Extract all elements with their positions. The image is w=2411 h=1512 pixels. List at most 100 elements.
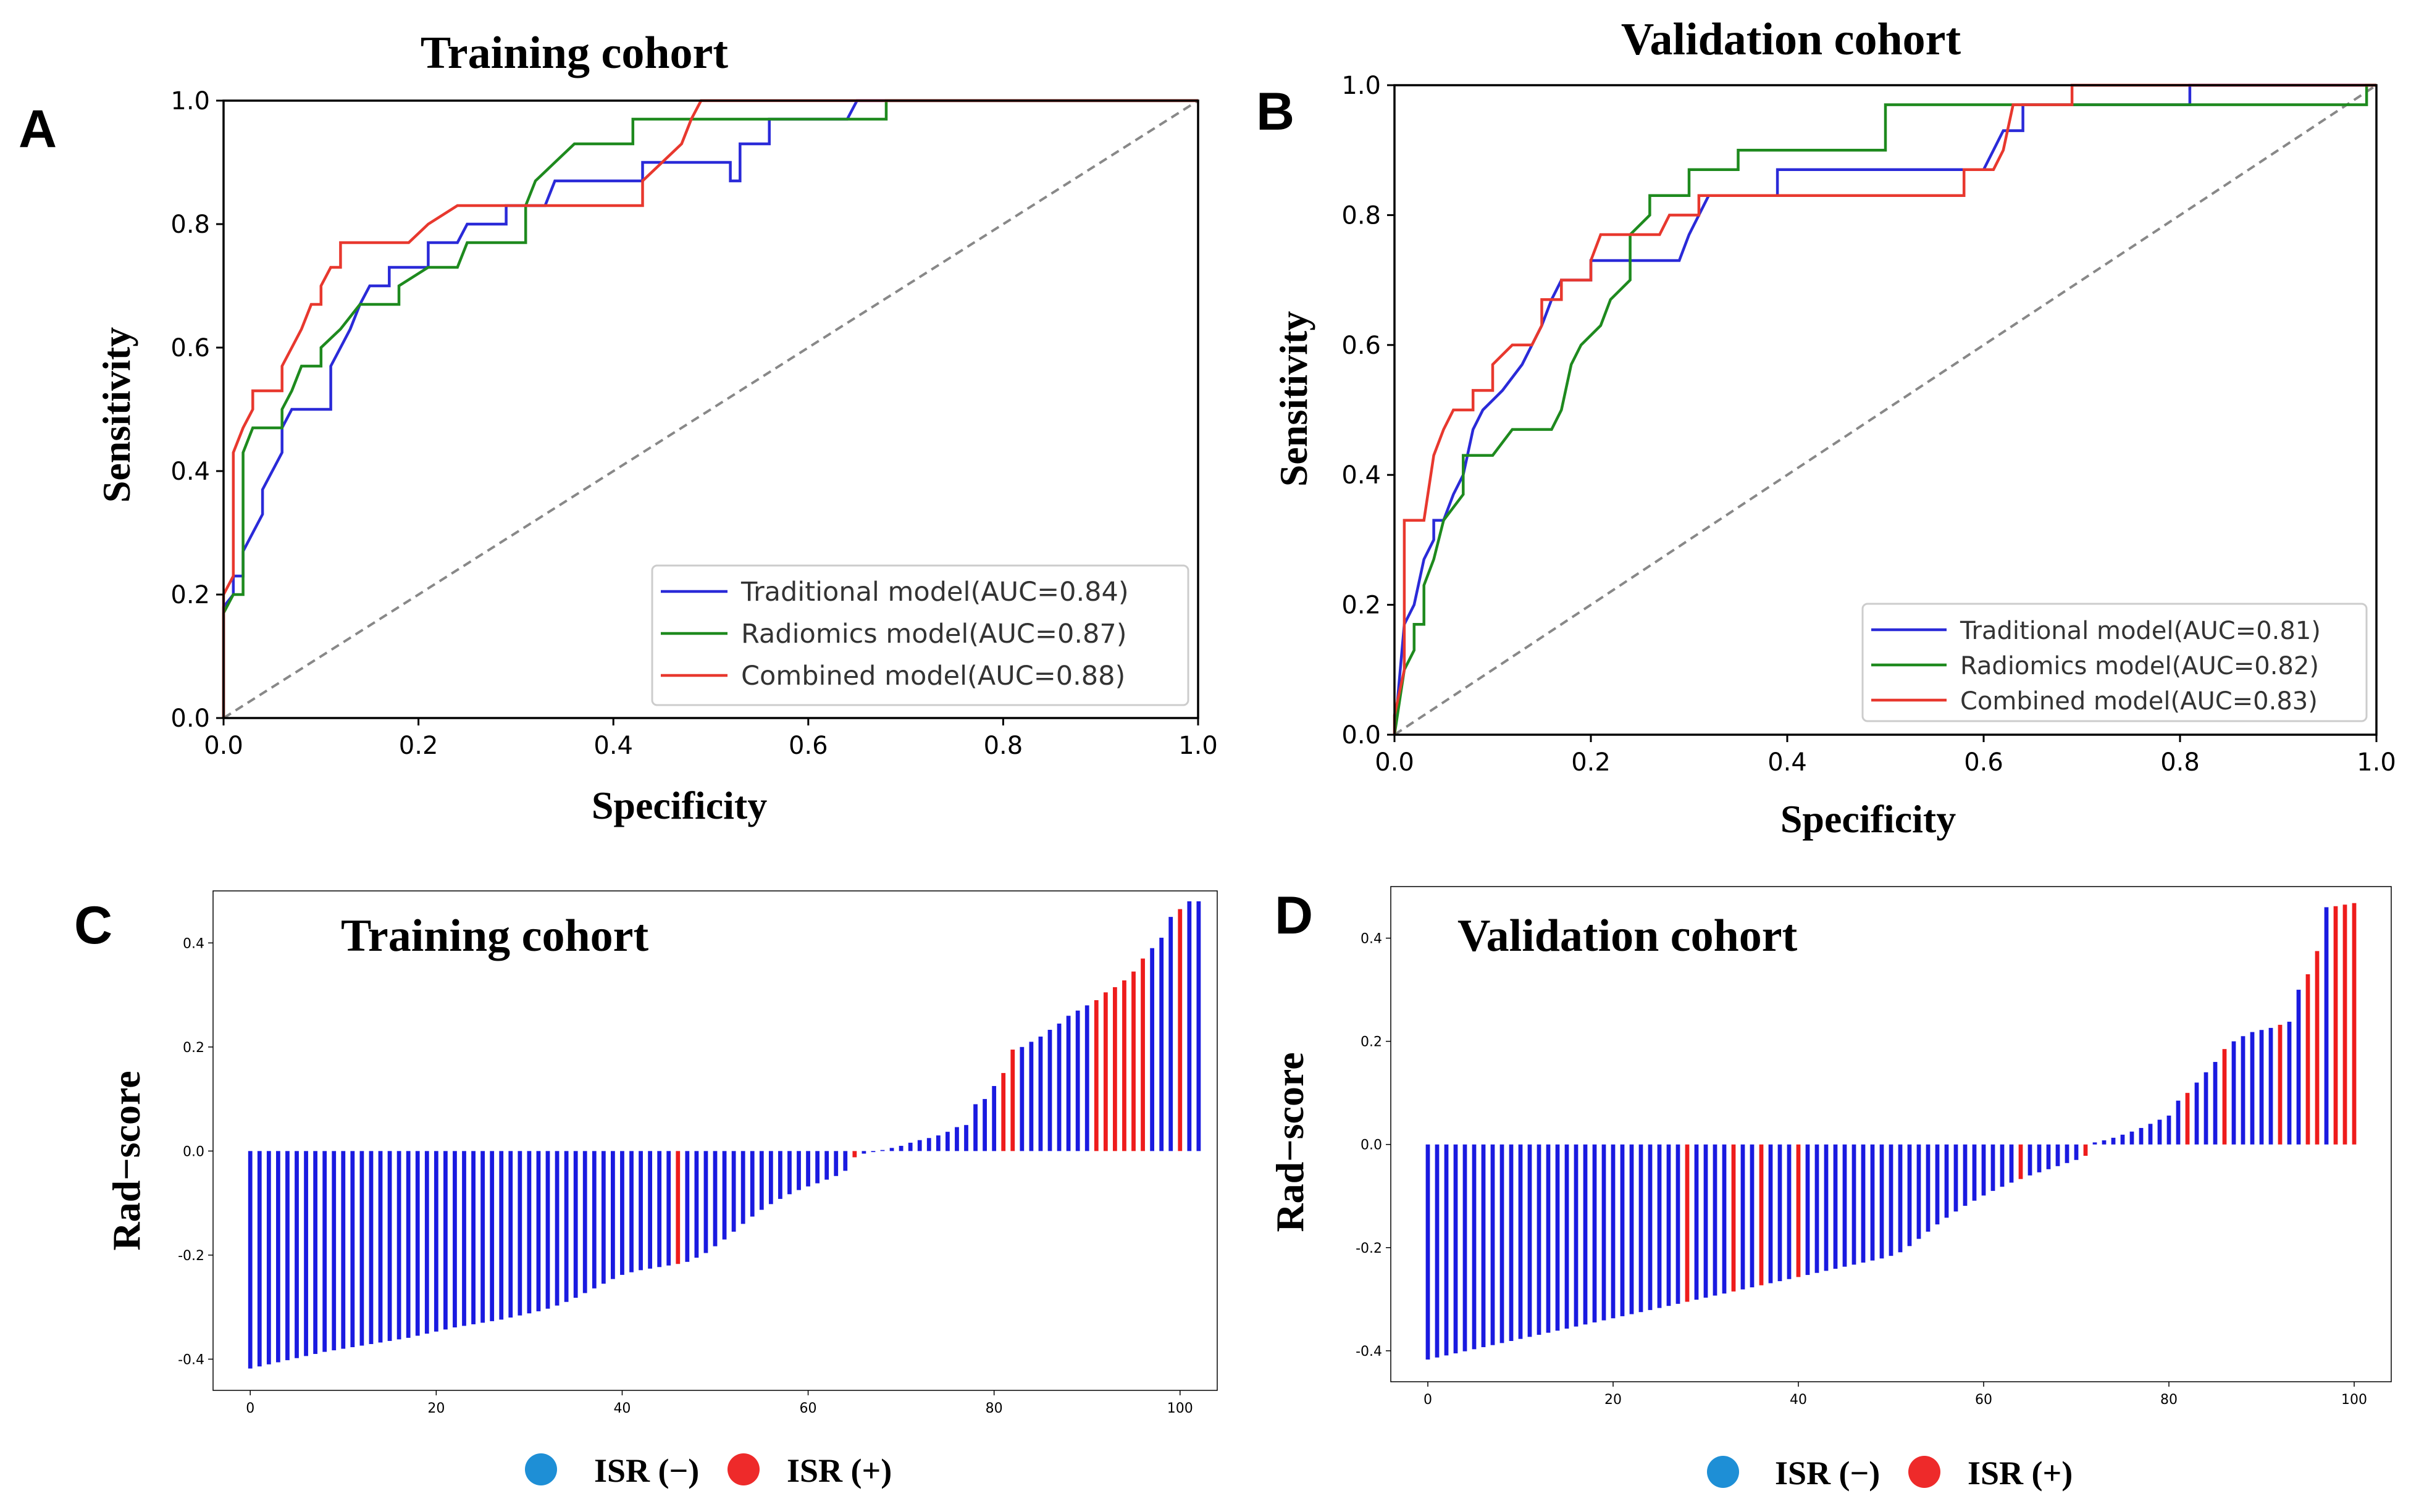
- panel-b-xlabel: Specificity: [1780, 797, 1956, 841]
- panel-c-bar-60: [806, 1151, 810, 1187]
- panel-d-bar-15: [1564, 1144, 1569, 1329]
- panel-c-bar-80: [992, 1086, 997, 1151]
- panel-d-bar-62: [2000, 1144, 2005, 1187]
- panel-d-bar-52: [1907, 1144, 1912, 1247]
- panel-a-series-combined: [222, 99, 1198, 718]
- panel-d-bar-85: [2213, 1062, 2218, 1145]
- panel-a-xtick-label-1: 0.2: [399, 732, 438, 760]
- panel-c-bar-47: [685, 1151, 690, 1262]
- panel-c-bar-23: [462, 1151, 466, 1326]
- panel-c-bar-20: [434, 1151, 438, 1332]
- panel-d-bar-8: [1499, 1144, 1504, 1343]
- panel-d-legend-neg-label: ISR (−): [1775, 1455, 1880, 1492]
- panel-d-bar-12: [1537, 1144, 1541, 1335]
- panel-d-bar-58: [1963, 1144, 1968, 1206]
- panel-a-ytick-label-5: 1.0: [170, 87, 210, 115]
- panel-c-bar-7: [313, 1151, 317, 1355]
- panel-c-bar-35: [573, 1151, 578, 1298]
- panel-c-bar-82: [1010, 1050, 1015, 1151]
- panel-a-title: Training cohort: [421, 28, 728, 78]
- panel-c-bar-79: [983, 1099, 987, 1151]
- panel-d-bar-11: [1527, 1144, 1532, 1337]
- panel-c-legend-neg-marker: [525, 1453, 557, 1485]
- panel-c-bar-33: [555, 1151, 560, 1306]
- panel-c-bar-5: [295, 1151, 299, 1358]
- panel-d-bar-91: [2268, 1027, 2273, 1145]
- panel-c-bar-101: [1187, 901, 1192, 1151]
- panel-d-legend: ISR (−) ISR (+): [1707, 1455, 2073, 1492]
- panel-d-bar-48: [1870, 1144, 1875, 1261]
- panel-d-bar-70: [2074, 1144, 2079, 1160]
- panel-c-bar-chart: 0 20 40 60 80 100 -0.4 -0.2 0.0 0.2 0.4: [178, 890, 1218, 1416]
- panel-c-bar-32: [545, 1151, 550, 1309]
- panel-letter-a: A: [19, 99, 57, 159]
- panel-d-ytick-label-2: 0.0: [1361, 1138, 1382, 1153]
- panel-c-bar-2: [266, 1151, 271, 1364]
- panel-b-series-radiomics: [1393, 83, 2376, 735]
- panel-d-bar-37: [1768, 1144, 1773, 1284]
- panel-c-bar-16: [396, 1151, 401, 1340]
- panel-c-bar-75: [946, 1132, 950, 1151]
- panel-c-bar-48: [694, 1151, 699, 1258]
- panel-c-bar-76: [955, 1127, 959, 1151]
- panel-c-bar-61: [815, 1151, 820, 1184]
- panel-c-bar-50: [713, 1151, 718, 1247]
- panel-d-xtick-label-4: 80: [2160, 1392, 2178, 1408]
- panel-c-bar-71: [908, 1142, 913, 1151]
- panel-c-bar-62: [824, 1151, 829, 1180]
- panel-d-bar-36: [1759, 1144, 1764, 1285]
- panel-c-bar-19: [424, 1151, 429, 1334]
- panel-d-bar-86: [2222, 1049, 2227, 1145]
- panel-c-title: Training cohort: [341, 911, 648, 961]
- panel-c-bar-12: [359, 1151, 364, 1346]
- panel-c-bar-4: [285, 1151, 290, 1361]
- panel-d-bar-92: [2278, 1024, 2283, 1145]
- panel-d-bar-21: [1620, 1144, 1625, 1316]
- panel-a-roc-chart: 0.0 0.2 0.4 0.6 0.8 1.0 0.0 0.2 0.4 0.6 0.8 1.0 Trad…: [170, 87, 1217, 760]
- panel-c-bar-70: [899, 1145, 904, 1151]
- panel-d-bar-80: [2166, 1115, 2171, 1145]
- panel-d-bar-19: [1601, 1144, 1606, 1321]
- panel-a-xtick-label-2: 0.4: [593, 732, 633, 760]
- panel-c-bar-10: [341, 1151, 346, 1349]
- panel-d-bar-68: [2055, 1144, 2060, 1166]
- panel-c-bar-15: [387, 1151, 392, 1341]
- panel-d-bar-94: [2296, 990, 2301, 1145]
- panel-d-bar-10: [1518, 1144, 1523, 1339]
- panel-d-bar-60: [1981, 1144, 1986, 1196]
- panel-letter-d: D: [1275, 886, 1313, 945]
- panel-c-bar-41: [629, 1151, 634, 1272]
- panel-b-legend-label-radiomics: Radiomics model(AUC=0.82): [1960, 652, 2319, 680]
- panel-c-ytick-label-0: -0.4: [178, 1352, 204, 1368]
- panel-c-bar-84: [1029, 1042, 1034, 1151]
- panel-d-ytick-label-1: -0.2: [1356, 1241, 1382, 1256]
- panel-c-bar-102: [1196, 901, 1201, 1151]
- panel-a-ytick-label-2: 0.4: [170, 457, 210, 486]
- panel-d-bar-56: [1944, 1144, 1949, 1218]
- panel-b-title: Validation cohort: [1621, 14, 1961, 65]
- panel-c-bar-21: [443, 1151, 448, 1330]
- panel-d-bar-0: [1425, 1144, 1430, 1360]
- panel-c-bar-100: [1178, 909, 1183, 1151]
- panel-c-bar-81: [1001, 1072, 1006, 1151]
- panel-d-bar-29: [1694, 1144, 1699, 1300]
- panel-c-legend-pos-marker: [727, 1453, 760, 1485]
- panel-d-bar-43: [1824, 1144, 1829, 1271]
- panel-c-xtick-label-3: 60: [800, 1401, 817, 1416]
- panel-d-bar-64: [2018, 1144, 2023, 1179]
- panel-c-bar-59: [797, 1151, 801, 1190]
- panel-d-bar-61: [1990, 1144, 1995, 1191]
- panel-d-legend-neg-marker: [1707, 1456, 1739, 1488]
- panel-a-legend-box: [651, 564, 1189, 706]
- panel-c-bar-29: [518, 1151, 522, 1316]
- panel-c-bar-99: [1168, 917, 1173, 1151]
- panel-d-bar-95: [2305, 974, 2310, 1145]
- panel-c-bar-42: [639, 1151, 643, 1271]
- panel-b-ytick-label-5: 1.0: [1341, 72, 1381, 100]
- panel-d-bar-23: [1638, 1144, 1643, 1313]
- panel-d-bar-57: [1953, 1144, 1958, 1212]
- panel-d-bar-44: [1833, 1144, 1838, 1269]
- panel-c-ytick-label-3: 0.2: [183, 1040, 204, 1056]
